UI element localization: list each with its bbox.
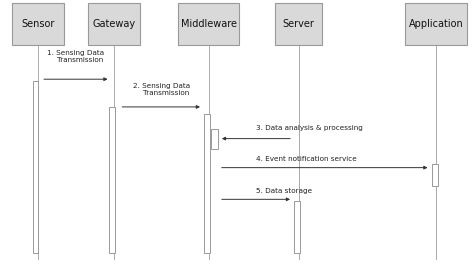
Bar bbox=[275, 3, 322, 45]
Bar bbox=[294, 201, 300, 253]
Text: 3. Data analysis & processing: 3. Data analysis & processing bbox=[256, 125, 363, 131]
Text: Server: Server bbox=[283, 19, 315, 29]
Bar bbox=[204, 114, 210, 253]
Bar bbox=[109, 107, 115, 253]
Text: Gateway: Gateway bbox=[92, 19, 135, 29]
Text: Sensor: Sensor bbox=[21, 19, 55, 29]
Bar bbox=[211, 129, 218, 149]
Text: 5. Data storage: 5. Data storage bbox=[256, 188, 312, 194]
Text: Middleware: Middleware bbox=[181, 19, 237, 29]
Bar bbox=[33, 81, 38, 253]
Bar bbox=[432, 164, 438, 186]
Bar bbox=[88, 3, 140, 45]
Text: Application: Application bbox=[409, 19, 464, 29]
Text: 1. Sensing Data
    Transmission: 1. Sensing Data Transmission bbox=[47, 50, 104, 63]
Text: 4. Event notification service: 4. Event notification service bbox=[256, 156, 357, 162]
Bar bbox=[12, 3, 64, 45]
Bar bbox=[178, 3, 239, 45]
Text: 2. Sensing Data
    Transmission: 2. Sensing Data Transmission bbox=[133, 83, 190, 96]
Bar bbox=[405, 3, 467, 45]
